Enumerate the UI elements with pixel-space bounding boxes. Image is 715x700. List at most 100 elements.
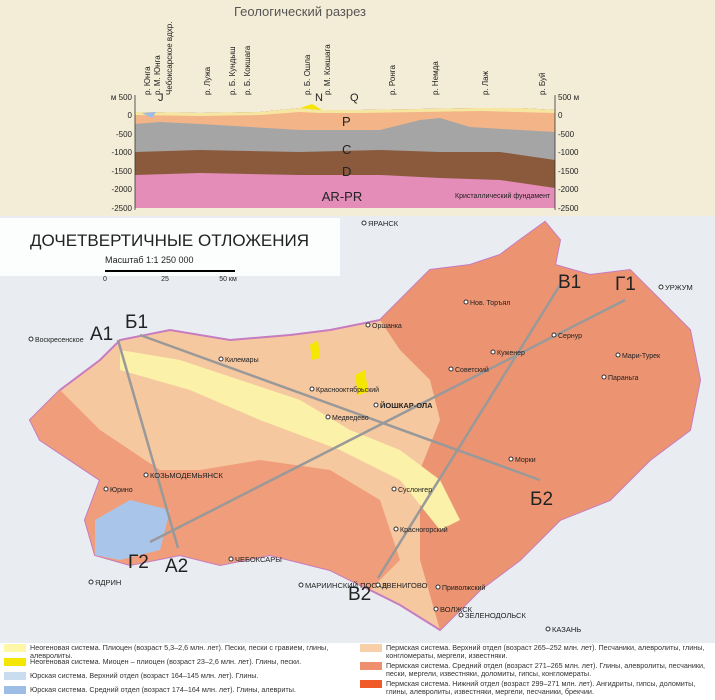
- river-label: р. Немда: [431, 61, 440, 95]
- section-title: Геологический разрез: [234, 4, 366, 19]
- profile-label: В2: [348, 584, 371, 605]
- city-label: Медведево: [332, 415, 369, 422]
- city-label: МАРИИНСКИЙ ПОСАД: [305, 581, 387, 590]
- legend-item: Юрская система. Средний отдел (возраст 1…: [4, 686, 349, 694]
- pliocene: [120, 350, 460, 530]
- city-label: Краснооктябрьский: [316, 386, 379, 394]
- city-dot: [28, 336, 34, 342]
- legend-swatch: [4, 658, 26, 666]
- map-title: ДОЧЕТВЕРТИЧНЫЕ ОТЛОЖЕНИЯ: [30, 231, 309, 250]
- axis-label: -1500: [112, 167, 133, 176]
- river-label: р. М. Кокшага: [323, 44, 332, 95]
- legend-text: Юрская система. Средний отдел (возраст 1…: [30, 685, 296, 694]
- legend-text: Пермская система. Нижний отдел (возраст …: [386, 679, 696, 696]
- profile-label: Г2: [128, 552, 149, 573]
- city-dot: [551, 332, 557, 338]
- river-label: р. М. Юнга: [153, 55, 162, 95]
- axis-label: -2500: [112, 204, 133, 213]
- layer-label: J: [158, 92, 164, 104]
- city-dot: [309, 386, 315, 392]
- layer-label: P: [342, 114, 351, 129]
- city-label: ЧЕБОКСАРЫ: [235, 555, 282, 564]
- layer-q: [135, 108, 555, 116]
- axis-label: -500: [116, 130, 133, 139]
- city-label: Куженер: [497, 350, 525, 357]
- profile-label: А1: [90, 324, 113, 345]
- city-dot: [508, 456, 514, 462]
- map-scale: Масштаб 1:1 250 000: [105, 255, 194, 265]
- city-label: Оршанка: [372, 323, 402, 330]
- legend-swatch: [4, 644, 26, 652]
- river-label: р. Б. Ошла: [303, 54, 312, 95]
- city-label: Суслонгер: [398, 487, 432, 494]
- miocene: [355, 370, 368, 395]
- layer-n: [300, 104, 322, 110]
- legend-text: Пермская система. Средний отдел (возраст…: [386, 661, 706, 678]
- layer-label: N: [315, 92, 323, 104]
- legend-swatch: [360, 680, 382, 688]
- profile-line: [139, 333, 541, 482]
- city-dot: [375, 582, 381, 588]
- layer-label: AR-PR: [322, 189, 362, 204]
- legend-item: Неогеновая система. Плиоцен (возраст 5,3…: [4, 644, 349, 660]
- river-label: р. Лужа: [203, 66, 212, 95]
- city-dot: [463, 299, 469, 305]
- city-label: Приволжский: [442, 584, 485, 592]
- scale-tick: 50 км: [219, 276, 237, 283]
- axis-label: 0: [128, 111, 133, 120]
- legend-text: Пермская система. Верхний отдел (возраст…: [386, 643, 705, 660]
- city-dot: [545, 626, 551, 632]
- city-dot: [615, 352, 621, 358]
- axis-label: -2000: [112, 185, 133, 194]
- city-dot: [601, 374, 607, 380]
- axis-label: -1500: [558, 167, 579, 176]
- city-label: КАЗАНЬ: [552, 625, 581, 634]
- city-label: ЯДРИН: [95, 578, 121, 587]
- city-label: Советский: [455, 366, 489, 374]
- city-label: Килемары: [225, 357, 259, 364]
- city-label: Нов. Торъял: [470, 300, 510, 307]
- city-dot: [433, 606, 439, 612]
- city-dot: [490, 349, 496, 355]
- scale-tick: 25: [161, 276, 169, 283]
- title-box: [0, 218, 340, 276]
- city-dot: [228, 556, 234, 562]
- legend-text: Неогеновая система. Миоцен – плиоцен (во…: [30, 657, 302, 666]
- legend-item: Пермская система. Средний отдел (возраст…: [360, 662, 710, 678]
- layer-j: [142, 112, 156, 118]
- city-label: ВОЛЖСК: [440, 605, 473, 614]
- axis-label: 0: [558, 111, 563, 120]
- legend-text: Неогеновая система. Плиоцен (возраст 5,3…: [30, 643, 329, 660]
- city-dot: [391, 486, 397, 492]
- city-label: Красногорский: [400, 526, 448, 534]
- legend-item: Пермская система. Нижний отдел (возраст …: [360, 680, 710, 696]
- legend-text: Юрская система. Верхний отдел (возраст 1…: [30, 671, 259, 680]
- axis-label: -1000: [112, 148, 133, 157]
- legend-item: Пермская система. Верхний отдел (возраст…: [360, 644, 710, 660]
- city-label: Воскресенское: [35, 337, 84, 344]
- legend-swatch: [4, 672, 26, 680]
- city-label: ЯРАНСК: [368, 219, 399, 228]
- city-dot: [458, 612, 464, 618]
- axis-label: м 500: [111, 93, 133, 102]
- city-label: Сернур: [558, 333, 582, 340]
- profile-label: Г1: [615, 274, 636, 295]
- city-label: Мари-Турек: [622, 353, 661, 360]
- city-dot: [393, 526, 399, 532]
- city-dot: [325, 414, 331, 420]
- jurassic: [95, 500, 170, 560]
- legend-swatch: [360, 644, 382, 652]
- city-label: ЗВЕНИГОВО: [382, 581, 428, 590]
- city-dot: [658, 284, 664, 290]
- city-label: Морки: [515, 457, 536, 464]
- city-dot: [88, 579, 94, 585]
- river-label: р. Юнга: [143, 66, 152, 95]
- figure: Геологический разрез м 500 500 м 0 0 -500 -500…: [0, 0, 715, 643]
- legend-swatch: [4, 686, 26, 694]
- city-dot: [373, 402, 379, 408]
- river-label: р. Буй: [538, 73, 547, 95]
- layer-label: Q: [350, 92, 359, 104]
- river-label: р. Ронга: [388, 65, 397, 95]
- city-dot: [103, 486, 109, 492]
